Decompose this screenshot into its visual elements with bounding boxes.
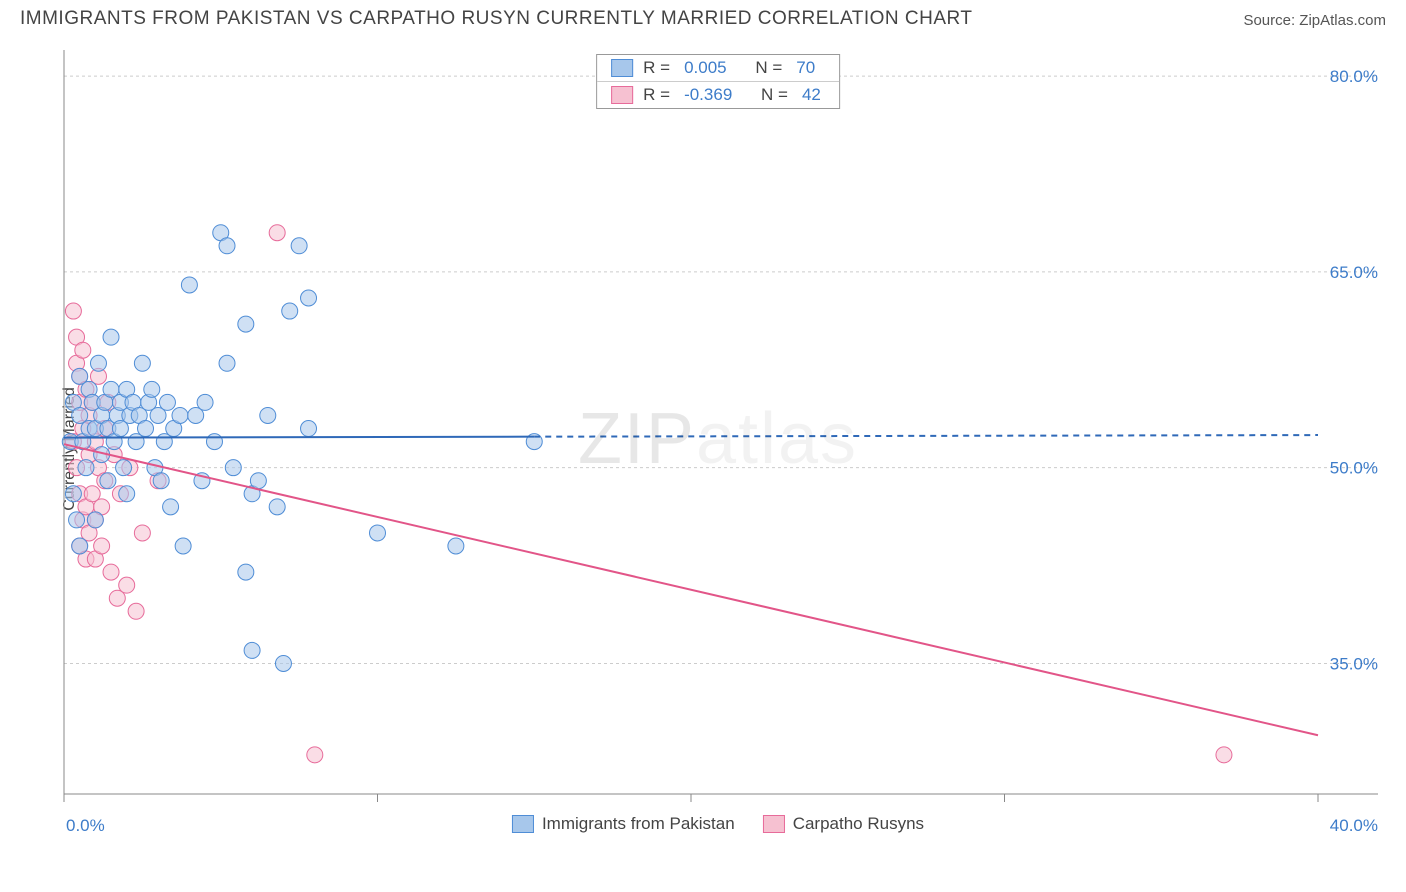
r-label-a: R =	[643, 58, 670, 78]
r-value-a: 0.005	[684, 58, 727, 78]
n-label-a: N =	[755, 58, 782, 78]
swatch-b-icon	[763, 815, 785, 833]
r-value-b: -0.369	[684, 85, 732, 105]
legend-item-b: Carpatho Rusyns	[763, 814, 924, 834]
svg-text:50.0%: 50.0%	[1330, 459, 1378, 478]
swatch-a-icon	[512, 815, 534, 833]
chart-container: Currently Married 35.0%50.0%65.0%80.0% Z…	[0, 34, 1406, 864]
svg-text:80.0%: 80.0%	[1330, 67, 1378, 86]
legend-label-b: Carpatho Rusyns	[793, 814, 924, 834]
r-label-b: R =	[643, 85, 670, 105]
n-value-b: 42	[802, 85, 821, 105]
swatch-series-b	[611, 86, 633, 104]
plot-area: 35.0%50.0%65.0%80.0% ZIPatlas R = 0.005 …	[48, 44, 1388, 834]
n-value-a: 70	[796, 58, 815, 78]
x-axis-max-label: 40.0%	[1330, 816, 1378, 836]
swatch-series-a	[611, 59, 633, 77]
legend-label-a: Immigrants from Pakistan	[542, 814, 735, 834]
x-axis-min-label: 0.0%	[66, 816, 105, 836]
series-legend: Immigrants from Pakistan Carpatho Rusyns	[512, 814, 924, 834]
stats-legend: R = 0.005 N = 70 R = -0.369 N = 42	[596, 54, 840, 109]
stats-row-b: R = -0.369 N = 42	[597, 82, 839, 108]
title-bar: IMMIGRANTS FROM PAKISTAN VS CARPATHO RUS…	[0, 0, 1406, 34]
svg-text:65.0%: 65.0%	[1330, 263, 1378, 282]
n-label-b: N =	[761, 85, 788, 105]
chart-title: IMMIGRANTS FROM PAKISTAN VS CARPATHO RUS…	[20, 8, 973, 30]
source-attribution: Source: ZipAtlas.com	[1243, 12, 1386, 29]
legend-item-a: Immigrants from Pakistan	[512, 814, 735, 834]
scatter-svg: 35.0% 50.0% 65.0% 80.0%	[48, 44, 1388, 834]
svg-text:35.0%: 35.0%	[1330, 654, 1378, 673]
stats-row-a: R = 0.005 N = 70	[597, 55, 839, 82]
